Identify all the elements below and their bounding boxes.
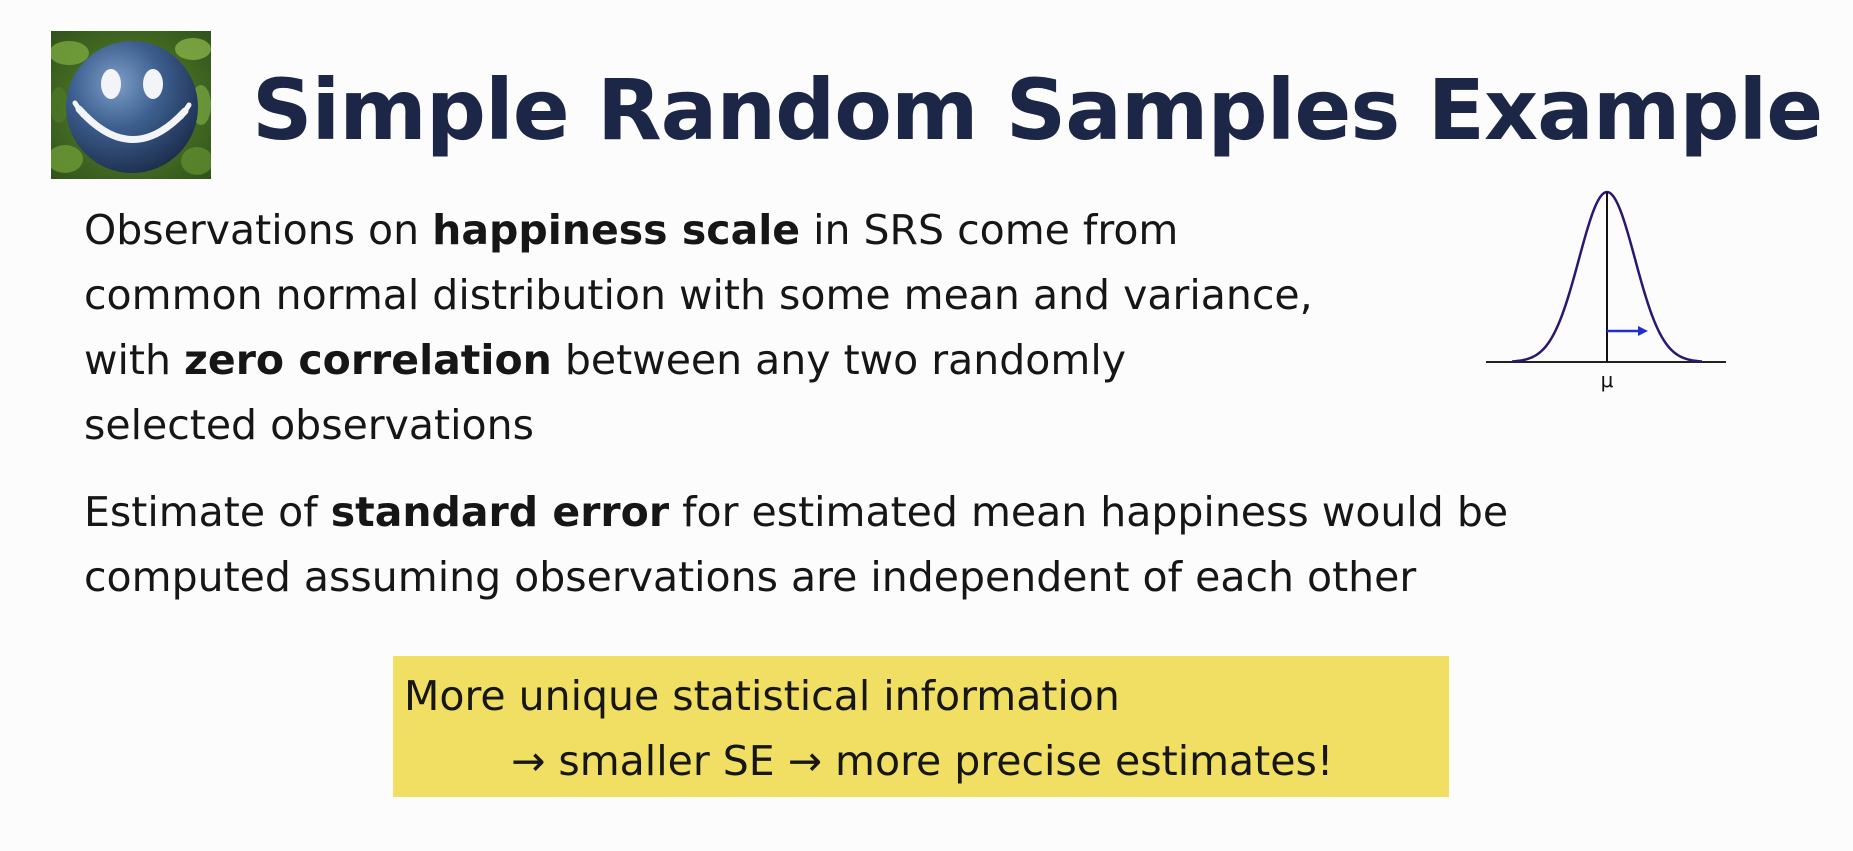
text-line: selected observations xyxy=(84,401,534,449)
emphasis-happiness-scale: happiness scale xyxy=(432,206,801,254)
text-line: common normal distribution with some mea… xyxy=(84,271,1313,319)
paragraph-standard-error: Estimate of standard error for estimated… xyxy=(84,480,1508,610)
text-line: computed assuming observations are indep… xyxy=(84,553,1417,601)
callout-line: More unique statistical information xyxy=(404,672,1120,720)
page-title: Simple Random Samples Example xyxy=(252,61,1823,159)
text-line: with zero correlation between any two ra… xyxy=(84,336,1126,384)
callout-line: → smaller SE → more precise estimates! xyxy=(511,737,1334,785)
text-line: Estimate of standard error for estimated… xyxy=(84,488,1509,536)
smiley-ball-icon xyxy=(51,31,211,179)
emphasis-zero-correlation: zero correlation xyxy=(184,336,552,384)
paragraph-srs: Observations on happiness scale in SRS c… xyxy=(84,198,1313,458)
arrow-head xyxy=(1638,326,1648,336)
callout-box: More unique statistical information → sm… xyxy=(393,656,1449,797)
emphasis-standard-error: standard error xyxy=(330,488,670,536)
normal-curve-figure: μ xyxy=(1482,186,1730,396)
text-line: Observations on happiness scale in SRS c… xyxy=(84,206,1179,254)
mean-label: μ xyxy=(1601,368,1614,392)
